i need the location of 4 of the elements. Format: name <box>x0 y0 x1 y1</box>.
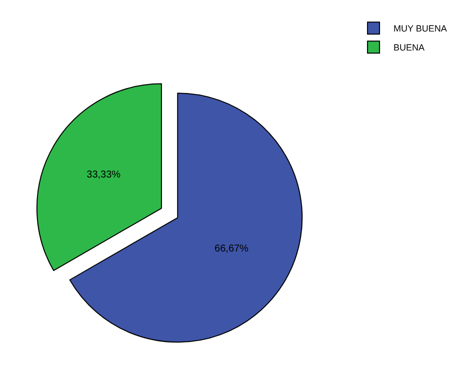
legend-label: MUY BUENA <box>394 24 447 34</box>
data-label: 66,67% <box>214 243 249 254</box>
legend-label: BUENA <box>394 42 425 53</box>
data-label: 33,33% <box>86 169 121 180</box>
